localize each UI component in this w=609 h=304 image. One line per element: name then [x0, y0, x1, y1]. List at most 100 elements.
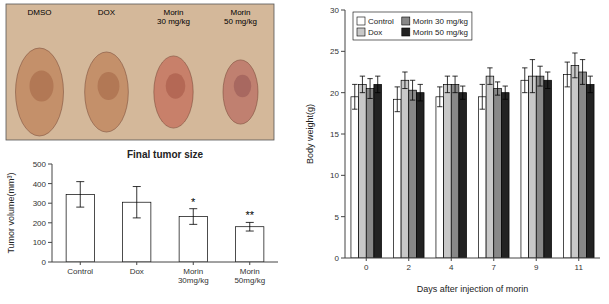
error-bar: [522, 68, 527, 93]
bar: [486, 76, 494, 258]
y-tick: [341, 258, 345, 259]
error-bar: [189, 209, 197, 225]
photo-panel: DMSODOXMorin30 mg/kgMorin50 mg/kg: [6, 4, 274, 140]
bar: [536, 76, 544, 258]
x-tick-label: Morin50mg/kg: [234, 267, 265, 285]
error-bar: [367, 79, 372, 99]
error-bar: [402, 72, 407, 89]
text-line: Morin: [230, 8, 250, 17]
y-tick: [341, 92, 345, 93]
legend-swatch: [357, 28, 365, 36]
tumor-illustration: [154, 56, 193, 128]
error-bar: [460, 86, 465, 99]
photo-label: Morin30 mg/kg: [157, 8, 190, 26]
tumor-necrosis: [30, 71, 54, 102]
legend-swatch: [402, 17, 410, 25]
bar: [366, 89, 374, 258]
text-line: 50mg/kg: [234, 276, 265, 285]
bar: [351, 97, 359, 258]
error-bar: [418, 84, 423, 101]
text-line: DOX: [98, 8, 116, 17]
y-tick-label: 20: [330, 89, 339, 98]
photo-background: [6, 4, 274, 140]
y-axis-label: Tumor volume(mm³): [6, 172, 16, 253]
y-tick: [341, 51, 345, 52]
y-tick-label: 100: [33, 238, 47, 247]
photo-label: DMSO: [28, 8, 52, 17]
x-tick-label: 11: [575, 263, 584, 272]
text-line: 30mg/kg: [178, 276, 209, 285]
bar: [459, 93, 467, 258]
legend: ControlDoxMorin 30 mg/kgMorin 50 mg/kg: [353, 12, 472, 40]
text-line: 9: [534, 263, 539, 272]
tumor-necrosis: [166, 73, 186, 98]
error-bar: [76, 182, 84, 207]
error-bar: [572, 53, 577, 78]
y-tick: [48, 164, 52, 165]
error-bar: [395, 87, 400, 112]
bar: [444, 84, 452, 258]
y-tick-label: 0: [335, 254, 340, 263]
marks: [66, 182, 264, 262]
legend-label: Morin 30 mg/kg: [413, 17, 468, 26]
chart-2: 051015202530Body weight(g)0247911Days af…: [305, 6, 600, 294]
tumor-necrosis: [98, 72, 120, 100]
error-bar: [480, 84, 485, 109]
y-axis-label: Body weight(g): [305, 104, 315, 164]
error-bar: [360, 76, 365, 93]
text-line: 0: [364, 263, 369, 272]
x-tick-label: 4: [449, 263, 454, 272]
bar: [494, 89, 502, 258]
tumor-illustration: [16, 48, 64, 136]
chart-title: Final tumor size: [127, 149, 204, 160]
y-tick: [48, 203, 52, 204]
error-bar: [133, 187, 141, 218]
y-axis-line: [345, 10, 346, 258]
x-axis-line: [52, 262, 278, 263]
y-tick: [48, 183, 52, 184]
legend-swatch: [402, 28, 410, 36]
bar: [374, 84, 382, 258]
text-line: 11: [575, 263, 584, 272]
bar: [579, 72, 587, 258]
text-line: Morin: [163, 8, 183, 17]
error-bar: [530, 60, 535, 93]
x-tick-label: 7: [492, 263, 497, 272]
legend-label: Control: [368, 17, 394, 26]
bar: [359, 84, 367, 258]
legend-swatch: [357, 17, 365, 25]
y-tick: [341, 134, 345, 135]
error-bar: [495, 82, 500, 95]
error-bar: [565, 62, 570, 87]
x-tick-label: 9: [534, 263, 539, 272]
x-tick-label: Control: [67, 267, 93, 276]
text-line: Control: [67, 267, 93, 276]
x-axis-line: [345, 258, 600, 259]
y-axis-line: [52, 164, 53, 262]
error-bar: [375, 76, 380, 93]
y-tick-label: 30: [330, 6, 339, 15]
error-bar: [537, 66, 542, 86]
text-line: 4: [449, 263, 454, 272]
error-bar: [588, 76, 593, 93]
y-tick: [341, 216, 345, 217]
bar: [529, 76, 537, 258]
bar: [501, 93, 509, 258]
error-bar: [437, 87, 442, 107]
photo-label: DOX: [98, 8, 116, 17]
y-tick-label: 400: [33, 180, 47, 189]
chart-1: Final tumor size0100200300400500Tumor vo…: [6, 149, 278, 285]
legend-label: Morin 50 mg/kg: [413, 28, 468, 37]
y-tick-label: 300: [33, 199, 47, 208]
x-axis-label: Days after injection of morin: [417, 284, 529, 294]
bar: [544, 80, 552, 258]
figure: DMSODOXMorin30 mg/kgMorin50 mg/kgFinal t…: [0, 0, 609, 304]
y-tick-label: 10: [330, 171, 339, 180]
y-tick: [48, 222, 52, 223]
tumor-illustration: [85, 52, 129, 132]
bar: [521, 80, 529, 258]
marks: [351, 53, 594, 258]
bar: [436, 97, 444, 258]
error-bar: [452, 76, 457, 93]
error-bar: [246, 222, 254, 231]
